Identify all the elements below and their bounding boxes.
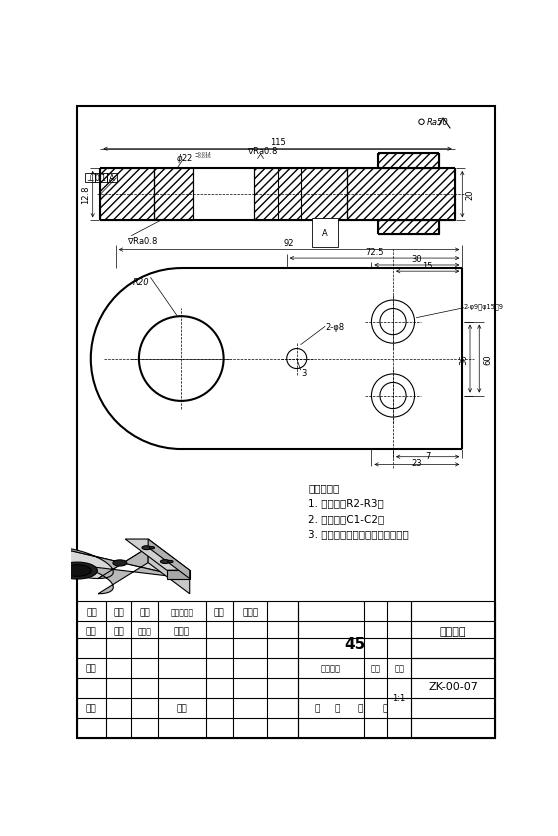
- Text: 标记: 标记: [86, 607, 97, 616]
- Text: 设计: 设计: [86, 626, 97, 635]
- Text: 处数: 处数: [113, 607, 124, 616]
- Text: 重量: 重量: [371, 664, 381, 672]
- Text: 共: 共: [315, 703, 320, 712]
- Polygon shape: [56, 548, 190, 594]
- Ellipse shape: [161, 560, 170, 563]
- Text: 标准化: 标准化: [174, 626, 190, 635]
- Text: Ra50: Ra50: [427, 118, 449, 127]
- Text: 第: 第: [357, 703, 363, 712]
- Text: $^{-0.014}_{-0.035}$: $^{-0.014}_{-0.035}$: [194, 150, 212, 161]
- Text: 签名: 签名: [214, 607, 225, 616]
- Text: 3. 工件表面不允许存在明显划痕；: 3. 工件表面不允许存在明显划痕；: [309, 528, 409, 538]
- Text: 30: 30: [412, 255, 422, 264]
- Text: 年月日: 年月日: [242, 607, 258, 616]
- Bar: [100, 169, 155, 221]
- Text: 60: 60: [483, 354, 492, 364]
- Text: 7: 7: [425, 451, 430, 461]
- Text: 工艺: 工艺: [86, 703, 97, 712]
- Text: A: A: [109, 174, 114, 183]
- Polygon shape: [41, 548, 190, 579]
- Text: 2-φ9通φ15深9: 2-φ9通φ15深9: [464, 303, 504, 310]
- Bar: [378, 221, 439, 235]
- Ellipse shape: [64, 565, 91, 577]
- Ellipse shape: [149, 547, 155, 549]
- Text: 12.8: 12.8: [80, 186, 90, 204]
- Bar: [378, 153, 439, 169]
- Text: 技术要求：: 技术要求：: [309, 482, 340, 492]
- Text: 0.1: 0.1: [95, 174, 107, 183]
- Text: 签名: 签名: [113, 626, 124, 635]
- Text: 1. 未注圆角R2-R3；: 1. 未注圆角R2-R3；: [309, 498, 384, 508]
- Bar: [347, 169, 455, 221]
- Text: 1:1: 1:1: [392, 693, 406, 702]
- Text: $\nabla$Ra0.8: $\nabla$Ra0.8: [247, 145, 278, 155]
- Ellipse shape: [142, 546, 151, 550]
- Text: 张: 张: [334, 703, 339, 712]
- Text: A: A: [323, 229, 328, 238]
- Text: 张: 张: [383, 703, 388, 712]
- Ellipse shape: [167, 561, 173, 563]
- Text: $\nabla$Ra0.8: $\nabla$Ra0.8: [127, 235, 158, 245]
- Text: 36: 36: [459, 354, 469, 364]
- Polygon shape: [167, 570, 190, 579]
- Polygon shape: [125, 539, 190, 570]
- Text: 2-φ8: 2-φ8: [325, 323, 344, 331]
- Text: ⊥: ⊥: [86, 174, 94, 183]
- Text: 15: 15: [422, 262, 433, 270]
- Text: 批准: 批准: [177, 703, 187, 712]
- Text: 比例: 比例: [394, 664, 404, 672]
- Bar: [254, 169, 347, 221]
- Bar: [95, 174, 107, 182]
- Ellipse shape: [113, 560, 127, 566]
- Text: 阶段标记: 阶段标记: [321, 664, 341, 672]
- Ellipse shape: [57, 563, 97, 579]
- Text: 23: 23: [412, 459, 422, 468]
- Text: 3: 3: [301, 369, 307, 377]
- Polygon shape: [148, 539, 190, 579]
- Text: 审核: 审核: [86, 664, 97, 672]
- Text: 图样名称: 图样名称: [440, 626, 466, 636]
- Text: 115: 115: [270, 137, 285, 146]
- Text: 更改文件号: 更改文件号: [170, 607, 194, 616]
- Bar: [85, 174, 95, 182]
- Text: ZK-00-07: ZK-00-07: [428, 681, 478, 691]
- Text: 分区: 分区: [140, 607, 150, 616]
- Text: 年月日: 年月日: [138, 626, 152, 635]
- Text: 20: 20: [465, 190, 474, 200]
- Text: 45: 45: [344, 636, 365, 651]
- Text: R20: R20: [133, 278, 150, 287]
- Text: 72.5: 72.5: [365, 247, 384, 257]
- Bar: [107, 174, 117, 182]
- Bar: [155, 169, 193, 221]
- Text: 92: 92: [284, 239, 294, 248]
- Text: $\phi$22: $\phi$22: [176, 151, 194, 165]
- Polygon shape: [148, 548, 190, 594]
- Text: 2. 未注倒角C1-C2；: 2. 未注倒角C1-C2；: [309, 513, 384, 523]
